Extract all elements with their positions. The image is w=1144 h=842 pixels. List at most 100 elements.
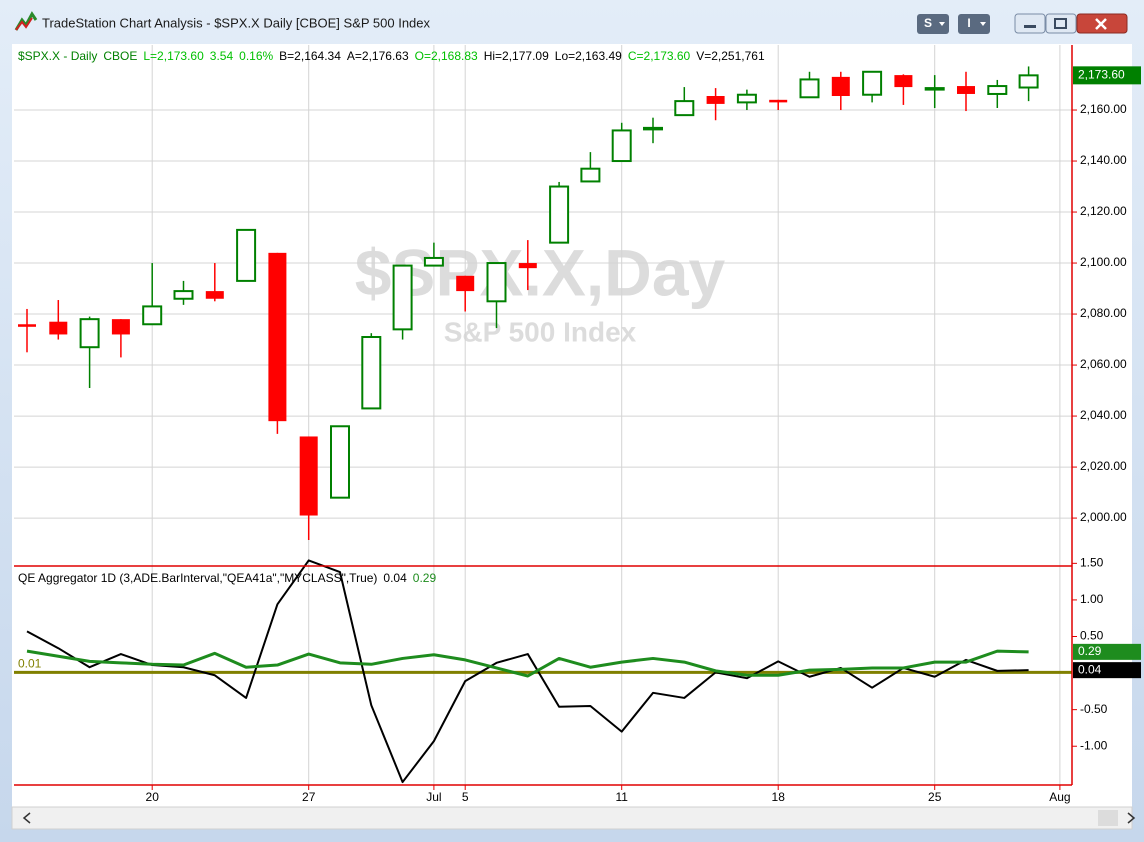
scrollbar[interactable]: [11, 806, 1133, 830]
minimize-icon: [1024, 25, 1036, 28]
candle-body: [674, 100, 695, 117]
header-field: V=2,251,761: [696, 49, 765, 63]
candle-body: [924, 87, 945, 91]
minimize-button[interactable]: [1014, 13, 1046, 34]
header-field: 0.16%: [239, 49, 274, 63]
candle-body: [706, 96, 725, 104]
value-tag-label: 0.04: [1078, 662, 1102, 676]
candle-body: [49, 321, 68, 335]
indicator-title: QE Aggregator 1D (3,ADE.BarInterval,"QEA…: [18, 571, 378, 585]
price-header: $SPX.X - Daily CBOE L=2,173.60 3.54 0.16% B=2…: [18, 49, 771, 63]
y-tick-label: 2,100.00: [1080, 255, 1127, 269]
candle-body: [894, 75, 913, 88]
candle-body: [987, 85, 1008, 95]
s-button-arrow: [939, 22, 945, 26]
header-field: L=2,173.60: [143, 49, 204, 63]
x-tick-label: 20: [146, 790, 160, 804]
candle-body: [549, 185, 570, 244]
header-field: 3.54: [209, 49, 234, 63]
candle-body: [1018, 74, 1039, 89]
header-field: CBOE: [103, 49, 138, 63]
indicator-readout: 0.29: [412, 571, 437, 585]
chart-area: [12, 44, 1132, 807]
y-tick-label: 1.00: [1080, 592, 1104, 606]
candle-body: [957, 86, 975, 94]
value-tag: [1073, 662, 1141, 679]
candle-body: [456, 275, 475, 292]
candle-body: [769, 99, 788, 103]
y-tick-label: 2,120.00: [1080, 204, 1127, 218]
maximize-icon: [1054, 18, 1067, 29]
y-tick-label: 2,080.00: [1080, 306, 1127, 320]
indicator-readout: 0.04: [383, 571, 407, 585]
y-tick-label: 2,060.00: [1080, 357, 1127, 371]
candle-body: [299, 436, 318, 516]
header-field: $SPX.X - Daily: [18, 49, 98, 63]
y-tick-label: 1.50: [1080, 556, 1104, 570]
window-title: TradeStation Chart Analysis - $SPX.X Dai…: [42, 15, 431, 30]
x-tick-label: 11: [615, 790, 628, 804]
s-button[interactable]: [917, 14, 949, 34]
i-button-label: I: [967, 16, 970, 30]
scroll-right[interactable]: [1127, 812, 1136, 824]
candle-body: [142, 305, 163, 326]
candle-body: [18, 324, 36, 327]
header-field: Hi=2,177.09: [483, 49, 549, 63]
candle-body: [580, 167, 601, 183]
x-tick-label: 18: [772, 790, 786, 804]
y-tick-label: 0.50: [1080, 629, 1104, 643]
header-field: C=2,173.60: [627, 49, 691, 63]
indicator-header: QE Aggregator 1D (3,ADE.BarInterval,"QEA…: [18, 571, 442, 585]
plot-layer: $SPX.X,Day S&P 500 Index 2,000.00 2,020.00 2…: [14, 45, 1141, 804]
candle-body: [173, 290, 194, 300]
x-tick-label: 27: [302, 790, 316, 804]
y-tick-label: 2,140.00: [1080, 153, 1127, 167]
candle-body: [392, 264, 413, 331]
x-tick-label: 5: [462, 790, 469, 804]
reference-label: 0.01: [18, 657, 42, 671]
x-tick-label: 25: [928, 790, 942, 804]
y-tick-label: 2,020.00: [1080, 459, 1127, 473]
candle-body: [643, 126, 663, 131]
x-tick-label: Jul: [426, 790, 441, 804]
i-button[interactable]: [958, 14, 990, 34]
y-tick-label: 2,000.00: [1080, 510, 1127, 524]
value-tag-label: 0.29: [1078, 644, 1102, 658]
candle-body: [831, 76, 850, 97]
indicator-line: [26, 649, 1029, 678]
candle-body: [611, 129, 632, 163]
y-tick-label: -1.00: [1080, 738, 1108, 752]
header-field: A=2,176.63: [346, 49, 409, 63]
candle-body: [361, 336, 382, 410]
candle-body: [799, 78, 820, 99]
candle-body: [423, 256, 444, 267]
header-field: Lo=2,163.49: [554, 49, 622, 63]
x-tick-label: Aug: [1049, 790, 1070, 804]
s-button-label: S: [924, 16, 932, 30]
candle-body: [236, 228, 257, 282]
last-price-tag: [1073, 66, 1141, 85]
maximize-button[interactable]: [1045, 13, 1077, 34]
watermark-symbol: $SPX.X,Day: [355, 235, 726, 309]
i-button-arrow: [980, 22, 986, 26]
watermark-description: S&P 500 Index: [444, 316, 637, 347]
candle-body: [862, 70, 883, 96]
candle-body: [518, 263, 537, 269]
y-tick-label: 2,160.00: [1080, 102, 1127, 116]
app-icon-accent: [15, 17, 33, 31]
candle-body: [736, 93, 757, 104]
candle-body: [486, 262, 507, 303]
candle-body: [111, 319, 130, 335]
close-icon: [1095, 18, 1107, 30]
header-field: O=2,168.83: [414, 49, 478, 63]
scroll-thumb[interactable]: [1098, 810, 1118, 826]
y-tick-label: 2,040.00: [1080, 408, 1127, 422]
scroll-left[interactable]: [22, 812, 31, 824]
candle-body: [79, 318, 100, 349]
header-field: B=2,164.34: [279, 49, 341, 63]
value-tag: [1073, 643, 1141, 660]
candle-body: [330, 425, 350, 499]
candle-body: [268, 252, 287, 422]
